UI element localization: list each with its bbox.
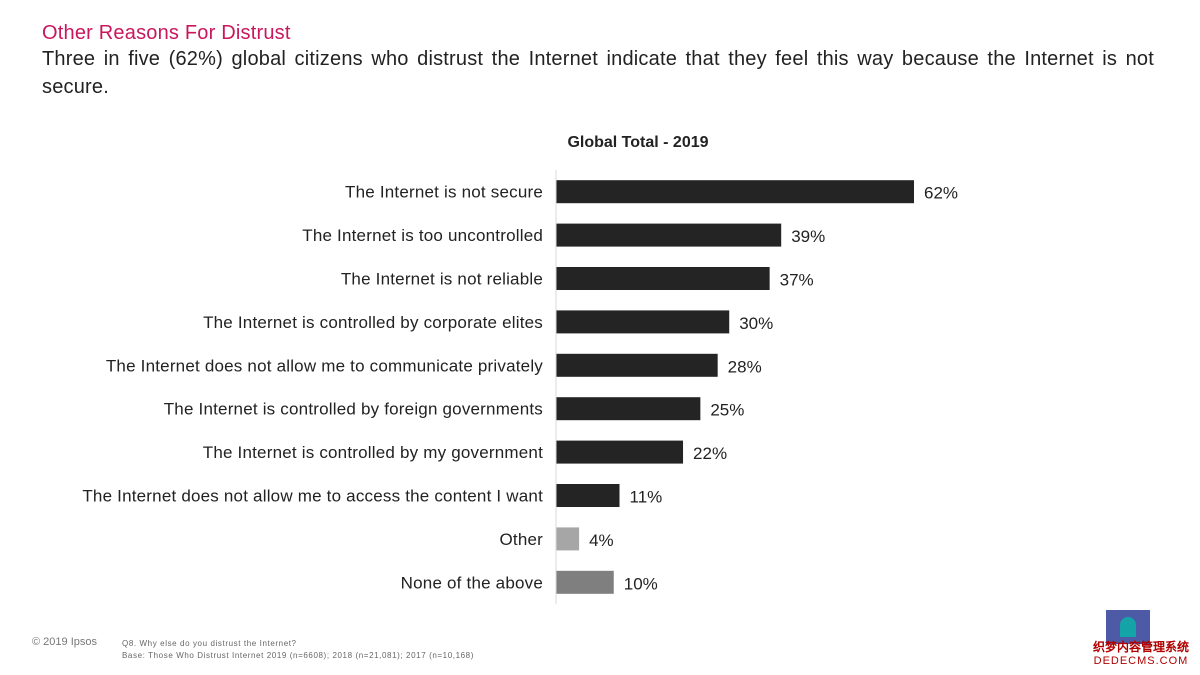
data-label: 30% [739,314,773,333]
category-label: The Internet is controlled by corporate … [203,313,543,332]
category-label: The Internet is not secure [345,183,543,202]
bar [556,223,782,247]
data-label: 39% [791,227,825,246]
category-label: The Internet is too uncontrolled [302,226,543,245]
bar [556,570,614,594]
category-label: The Internet is controlled by my governm… [203,443,543,462]
footnote: Q8. Why else do you distrust the Interne… [122,638,474,662]
logo-mark-icon [1120,617,1136,637]
category-label: Other [499,530,543,549]
category-label: The Internet does not allow me to access… [82,487,543,506]
category-label: The Internet is not reliable [341,270,543,289]
footnote-question: Q8. Why else do you distrust the Interne… [122,639,297,648]
category-label: None of the above [401,573,543,592]
watermark-line2: DEDECMS.COM [1093,655,1189,667]
data-label: 4% [589,531,614,550]
bar [556,397,701,421]
data-label: 11% [630,488,663,507]
footnote-base: Base: Those Who Distrust Internet 2019 (… [122,651,474,660]
data-label: 25% [710,401,744,420]
data-label: 37% [780,271,814,290]
bar [556,180,914,204]
bar [556,267,770,290]
chart-title: Global Total - 2019 [567,134,709,151]
data-label: 22% [693,444,727,463]
data-label: 10% [624,574,658,593]
slide-title: Other Reasons For Distrust [42,22,291,44]
bar [556,440,684,464]
bar [556,484,620,507]
data-label: 28% [728,357,762,376]
bar [556,310,730,334]
bar [556,527,580,551]
data-label: 62% [924,184,958,203]
slide-subtitle: Three in five (62%) global citizens who … [42,48,1154,98]
watermark-line1: 织梦内容管理系统 [1092,640,1189,654]
category-label: The Internet is controlled by foreign go… [164,400,543,419]
bar [556,353,718,377]
watermark: 织梦内容管理系统 DEDECMS.COM [1086,640,1196,668]
category-label: The Internet does not allow me to commun… [106,356,543,375]
copyright-text: © 2019 Ipsos [32,636,97,648]
ipsos-logo [1106,610,1150,644]
